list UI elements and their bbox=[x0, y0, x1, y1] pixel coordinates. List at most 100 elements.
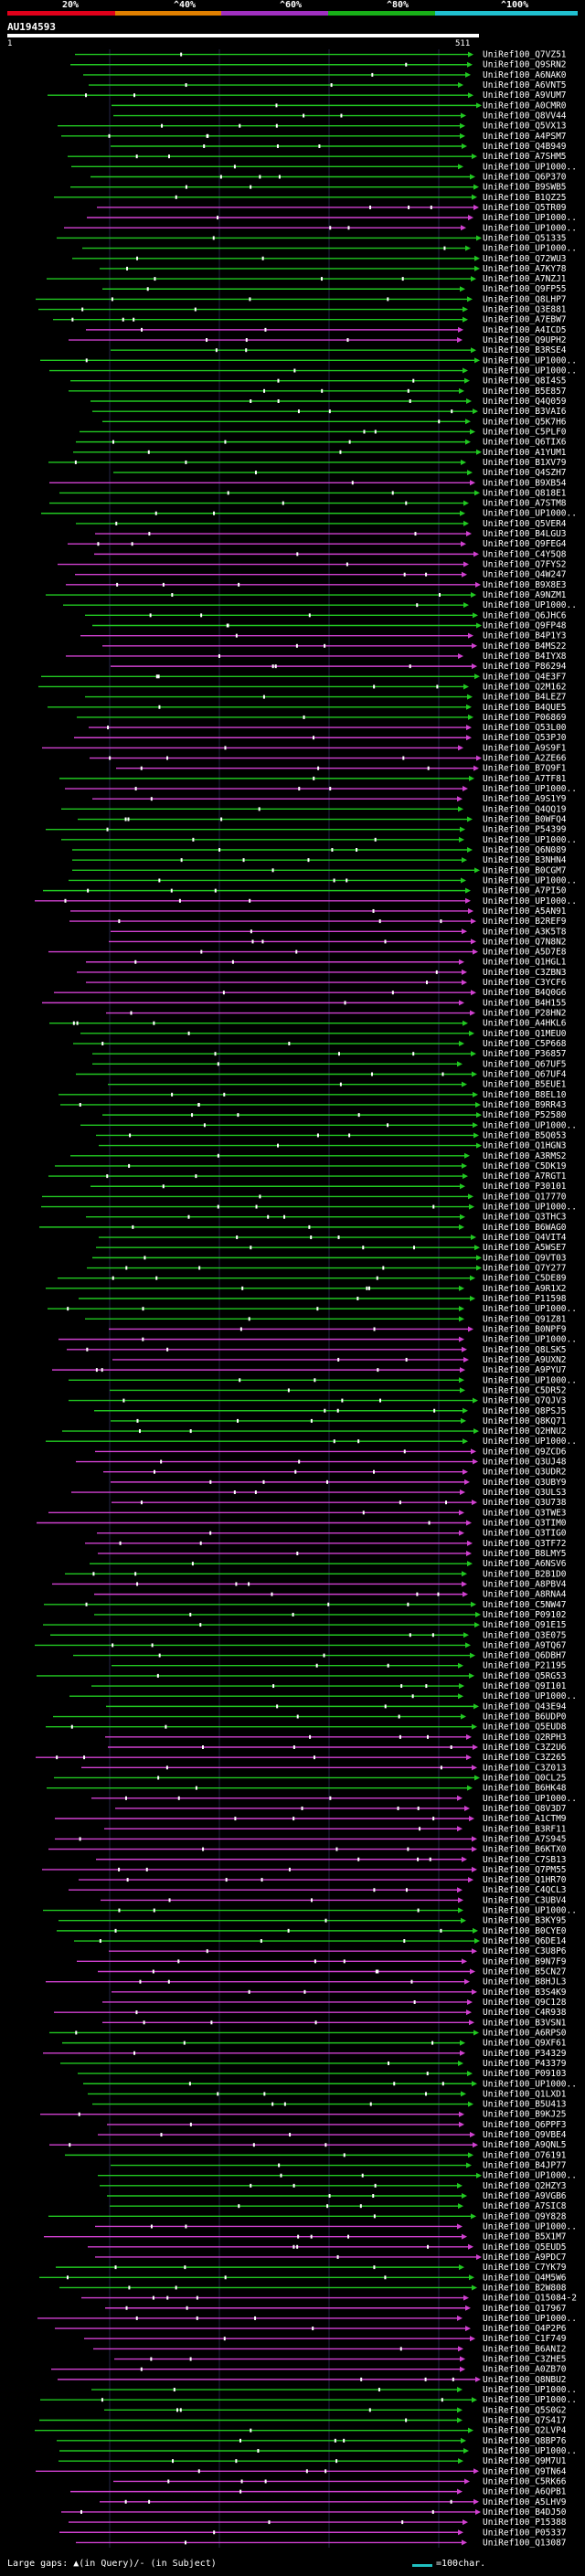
hit-label[interactable]: UniRef100_UP1000.. bbox=[483, 835, 577, 845]
hit-label[interactable]: UniRef100_A9UXN2 bbox=[483, 1355, 567, 1365]
hit-track[interactable]: UniRef100_B3VAI6 bbox=[92, 407, 567, 417]
hit-track[interactable]: UniRef100_A7SHM5 bbox=[68, 152, 567, 162]
hit-track[interactable]: UniRef100_B9N7F9 bbox=[77, 1956, 567, 1966]
hit-track[interactable]: UniRef100_Q8BP76 bbox=[57, 2436, 567, 2446]
hit-label[interactable]: UniRef100_Q3ULS3 bbox=[483, 1488, 567, 1498]
hit-label[interactable]: UniRef100_P15388 bbox=[483, 2518, 567, 2528]
hit-track[interactable]: UniRef100_UP1000.. bbox=[83, 2079, 577, 2089]
hit-track[interactable]: UniRef100_B3RSE4 bbox=[111, 345, 567, 355]
hit-track[interactable]: UniRef100_C4Y5Q8 bbox=[94, 549, 567, 559]
hit-track[interactable]: UniRef100_Q9VBE4 bbox=[98, 2130, 567, 2140]
hit-track[interactable]: UniRef100_Q5TR09 bbox=[97, 203, 567, 213]
hit-label[interactable]: UniRef100_UP1000.. bbox=[483, 1335, 577, 1345]
hit-track[interactable]: UniRef100_Q5S0G2 bbox=[104, 2405, 567, 2415]
hit-label[interactable]: UniRef100_B9KJ25 bbox=[483, 2110, 567, 2120]
hit-track[interactable]: UniRef100_UP1000.. bbox=[48, 1304, 577, 1314]
hit-label[interactable]: UniRef100_C3ZBN3 bbox=[483, 968, 567, 978]
hit-label[interactable]: UniRef100_Q67UF5 bbox=[483, 1059, 567, 1069]
hit-track[interactable]: UniRef100_B0CGM7 bbox=[72, 865, 567, 875]
hit-label[interactable]: UniRef100_C5P668 bbox=[483, 1039, 567, 1049]
hit-track[interactable]: UniRef100_B1XV79 bbox=[48, 458, 567, 468]
hit-track[interactable]: UniRef100_Q9ZCD6 bbox=[95, 1447, 567, 1457]
hit-label[interactable]: UniRef100_A5LHV9 bbox=[483, 2497, 567, 2507]
hit-label[interactable]: UniRef100_Q9TN64 bbox=[483, 2466, 567, 2476]
hit-label[interactable]: UniRef100_A2ZE66 bbox=[483, 754, 567, 764]
hit-label[interactable]: UniRef100_Q3U738 bbox=[483, 1498, 567, 1508]
hit-track[interactable]: UniRef100_B8EL10 bbox=[58, 1090, 567, 1100]
hit-track[interactable]: UniRef100_A3RMS2 bbox=[70, 1151, 567, 1161]
hit-label[interactable]: UniRef100_UP1000.. bbox=[483, 2446, 577, 2456]
hit-track[interactable]: UniRef100_B0WFQ4 bbox=[78, 815, 567, 825]
hit-track[interactable]: UniRef100_Q51335 bbox=[57, 233, 567, 243]
hit-track[interactable]: UniRef100_B3VSN1 bbox=[102, 2018, 567, 2028]
hit-track[interactable]: UniRef100_C3Z013 bbox=[81, 1763, 567, 1773]
hit-track[interactable]: UniRef100_B9KJ25 bbox=[40, 2110, 567, 2120]
hit-label[interactable]: UniRef100_A3K5T8 bbox=[483, 927, 567, 937]
hit-track[interactable]: UniRef100_Q9FP48 bbox=[92, 620, 567, 631]
hit-track[interactable]: UniRef100_Q6JHC6 bbox=[85, 610, 567, 620]
hit-label[interactable]: UniRef100_Q43E94 bbox=[483, 1701, 567, 1712]
hit-track[interactable]: UniRef100_A9PYU7 bbox=[52, 1365, 567, 1375]
hit-track[interactable]: UniRef100_P30101 bbox=[90, 1182, 567, 1192]
hit-track[interactable]: UniRef100_Q3TWE3 bbox=[48, 1508, 567, 1518]
hit-label[interactable]: UniRef100_B9SWB5 bbox=[483, 183, 567, 193]
hit-label[interactable]: UniRef100_P11598 bbox=[483, 1294, 567, 1304]
hit-track[interactable]: UniRef100_Q4E3F7 bbox=[41, 672, 567, 682]
hit-label[interactable]: UniRef100_UP1000.. bbox=[483, 2221, 577, 2231]
hit-track[interactable]: UniRef100_A9PDC7 bbox=[95, 2253, 567, 2263]
hit-label[interactable]: UniRef100_Q7FYS2 bbox=[483, 560, 567, 570]
hit-track[interactable]: UniRef100_Q8PSJ5 bbox=[94, 1406, 567, 1416]
hit-track[interactable]: UniRef100_UP1000.. bbox=[80, 1120, 577, 1130]
hit-track[interactable]: UniRef100_B7Q9F1 bbox=[116, 764, 567, 774]
hit-label[interactable]: UniRef100_Q5VX13 bbox=[483, 122, 567, 132]
hit-label[interactable]: UniRef100_Q9VBE4 bbox=[483, 2130, 567, 2140]
hit-track[interactable]: UniRef100_Q7VZ51 bbox=[75, 50, 567, 60]
hit-label[interactable]: UniRef100_Q5TR09 bbox=[483, 203, 567, 213]
hit-label[interactable]: UniRef100_C1F749 bbox=[483, 2334, 567, 2344]
hit-track[interactable]: UniRef100_UP1000.. bbox=[43, 1906, 577, 1916]
hit-label[interactable]: UniRef100_B6ANI2 bbox=[483, 2344, 567, 2354]
hit-track[interactable]: UniRef100_B3NHN4 bbox=[72, 855, 567, 865]
hit-label[interactable]: UniRef100_Q2HNU2 bbox=[483, 1426, 567, 1436]
hit-label[interactable]: UniRef100_UP1000.. bbox=[483, 2171, 577, 2181]
hit-label[interactable]: UniRef100_B5X1M7 bbox=[483, 2232, 567, 2242]
hit-label[interactable]: UniRef100_A9QNL5 bbox=[483, 2140, 567, 2150]
hit-track[interactable]: UniRef100_UP1000.. bbox=[49, 366, 577, 376]
hit-track[interactable]: UniRef100_B9XB54 bbox=[49, 478, 567, 488]
hit-track[interactable]: UniRef100_A9S1Y9 bbox=[92, 794, 567, 804]
hit-track[interactable]: UniRef100_C3U8P6 bbox=[109, 1946, 567, 1956]
hit-track[interactable]: UniRef100_B6KTX0 bbox=[48, 1845, 567, 1855]
hit-track[interactable]: UniRef100_A9S9F1 bbox=[42, 743, 567, 753]
hit-label[interactable]: UniRef100_Q9VT03 bbox=[483, 1253, 567, 1263]
hit-label[interactable]: UniRef100_UP1000.. bbox=[483, 1120, 577, 1130]
hit-label[interactable]: UniRef100_A7KY78 bbox=[483, 264, 567, 274]
hit-label[interactable]: UniRef100_B8HJL3 bbox=[483, 1977, 567, 1988]
hit-label[interactable]: UniRef100_Q8LSK5 bbox=[483, 1345, 567, 1355]
hit-label[interactable]: UniRef100_B9XB54 bbox=[483, 478, 567, 488]
hit-track[interactable]: UniRef100_Q17967 bbox=[105, 2304, 567, 2314]
hit-label[interactable]: UniRef100_UP1000.. bbox=[483, 1375, 577, 1385]
hit-track[interactable]: UniRef100_P09103 bbox=[78, 2069, 567, 2079]
hit-label[interactable]: UniRef100_A9S9F1 bbox=[483, 743, 567, 753]
hit-track[interactable]: UniRef100_Q8KQ71 bbox=[111, 1416, 567, 1426]
hit-track[interactable]: UniRef100_Q7QJV3 bbox=[69, 1396, 567, 1406]
hit-track[interactable]: UniRef100_A8RNA4 bbox=[94, 1590, 567, 1600]
hit-track[interactable]: UniRef100_A7KY78 bbox=[100, 264, 567, 274]
hit-label[interactable]: UniRef100_B4DJ50 bbox=[483, 2507, 567, 2518]
hit-label[interactable]: UniRef100_A7SHM5 bbox=[483, 152, 567, 162]
hit-label[interactable]: UniRef100_B3RF11 bbox=[483, 1824, 567, 1834]
hit-track[interactable]: UniRef100_C3ZBN3 bbox=[77, 968, 567, 978]
hit-track[interactable]: UniRef100_B9X8E3 bbox=[66, 580, 567, 590]
hit-label[interactable]: UniRef100_Q9Y828 bbox=[483, 2211, 567, 2221]
hit-label[interactable]: UniRef100_Q2HZY3 bbox=[483, 2181, 567, 2191]
hit-track[interactable]: UniRef100_A6NAK0 bbox=[83, 70, 567, 80]
hit-track[interactable]: UniRef100_Q9M7U1 bbox=[58, 2456, 567, 2466]
hit-track[interactable]: UniRef100_Q1HR70 bbox=[79, 1875, 567, 1885]
hit-track[interactable]: UniRef100_UP1000.. bbox=[87, 213, 577, 223]
hit-label[interactable]: UniRef100_P34329 bbox=[483, 2049, 567, 2059]
hit-label[interactable]: UniRef100_Q1MEU0 bbox=[483, 1029, 567, 1039]
hit-track[interactable]: UniRef100_Q2RPH3 bbox=[105, 1733, 567, 1743]
hit-label[interactable]: UniRef100_Q6DE14 bbox=[483, 1936, 567, 1946]
hit-track[interactable]: UniRef100_P15388 bbox=[69, 2518, 567, 2528]
hit-track[interactable]: UniRef100_A9VUM7 bbox=[48, 90, 567, 101]
